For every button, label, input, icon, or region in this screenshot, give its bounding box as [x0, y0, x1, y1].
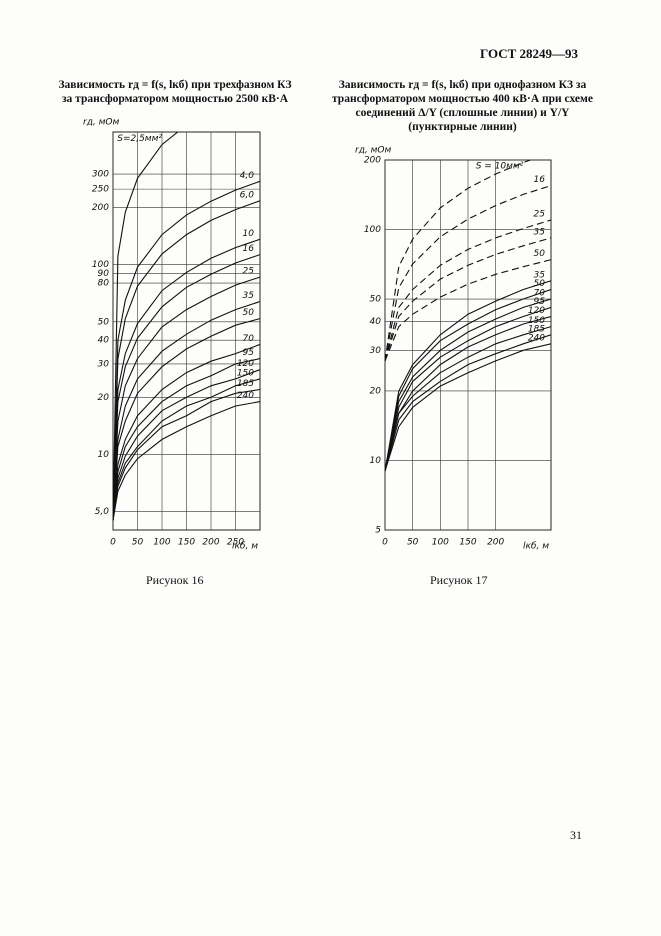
series-label: 6,0: [240, 190, 255, 200]
series-line: [385, 298, 551, 472]
series-label: 185: [237, 379, 254, 389]
y-tick-label: 10: [98, 450, 110, 460]
series-line: [113, 343, 260, 521]
series-label: 95: [243, 348, 255, 358]
header: ГОСТ 28249—93: [480, 46, 579, 61]
series-line: [385, 288, 551, 472]
y-tick-label: 30: [98, 359, 110, 369]
series-label: 120: [528, 306, 545, 316]
figure-caption: Рисунок 17: [430, 573, 488, 587]
series-label: 120: [237, 359, 254, 369]
figure-title: Зависимость rд = f(s, lкб) при трехфазно…: [58, 79, 292, 105]
y-tick-label: 100: [92, 260, 109, 270]
series-line: [385, 306, 551, 472]
series-line: [385, 280, 551, 472]
y-tick-label: 20: [98, 393, 110, 403]
series-line: [113, 318, 260, 521]
series-label: S=2,5мм²: [117, 134, 162, 144]
series-line: [113, 358, 260, 521]
series-label: 240: [237, 391, 254, 401]
y-tick-label: 90: [98, 269, 110, 279]
series-line: [113, 300, 260, 521]
series-label: 4,0: [240, 171, 255, 181]
series-label: 70: [534, 289, 546, 299]
series-group: [113, 132, 260, 521]
y-tick-label: 5: [375, 526, 381, 536]
series-label: 150: [237, 368, 254, 378]
x-axis-title: lкб, м: [523, 542, 549, 552]
y-tick-label: 100: [364, 225, 381, 235]
series-line: [113, 378, 260, 521]
series-label: 25: [534, 209, 546, 219]
series-label: 35: [534, 270, 546, 280]
series-label: 16: [243, 244, 255, 254]
x-tick-label: 100: [432, 538, 449, 548]
y-tick-label: 40: [98, 336, 110, 346]
series-line: [385, 185, 551, 362]
figure-caption: Рисунок 16: [146, 573, 204, 587]
x-tick-label: 100: [153, 538, 170, 548]
series-line: [385, 343, 551, 472]
series-label: S = 10мм²: [476, 162, 524, 172]
x-tick-label: 50: [407, 538, 419, 548]
y-tick-label: 50: [370, 295, 382, 305]
x-tick-label: 50: [132, 538, 144, 548]
series-label: 35: [534, 227, 546, 237]
series-line: [385, 326, 551, 472]
y-tick-label: 50: [98, 317, 110, 327]
x-axis-title: lкб, м: [232, 542, 258, 552]
series-line: [113, 401, 260, 521]
series-label: 35: [243, 291, 255, 301]
y-tick-label: 200: [364, 156, 381, 166]
series-label: 240: [528, 333, 545, 343]
series-line: [385, 219, 551, 362]
x-tick-label: 0: [110, 538, 116, 548]
series-label: 50: [534, 249, 546, 259]
y-tick-label: 20: [370, 386, 382, 396]
x-tick-label: 250: [227, 538, 244, 548]
series-line: [113, 254, 260, 521]
page-number: 31: [570, 828, 582, 842]
y-axis-title: rд, мОм: [355, 146, 392, 156]
x-tick-label: 150: [178, 538, 195, 548]
x-tick-label: 150: [459, 538, 476, 548]
series-line: [113, 369, 260, 521]
series-label: 95: [534, 297, 546, 307]
series-label: 185: [528, 324, 545, 334]
y-tick-label: 30: [370, 346, 382, 356]
series-label: 150: [528, 316, 545, 326]
series-label: 70: [243, 334, 255, 344]
y-tick-label: 10: [370, 456, 382, 466]
series-line: [385, 334, 551, 472]
series-label: 25: [243, 267, 255, 277]
series-line: [113, 180, 260, 521]
series-label: 16: [534, 175, 546, 185]
series-label: 50: [534, 279, 546, 289]
series-line: [113, 388, 260, 521]
series-line: [113, 132, 179, 521]
series-label: 50: [243, 308, 255, 318]
y-tick-label: 80: [98, 279, 110, 289]
series-label: 10: [243, 229, 255, 239]
x-tick-label: 200: [487, 538, 504, 548]
series-line: [385, 160, 533, 361]
figure-title: Зависимость rд = f(s, lкб) при однофазно…: [332, 79, 593, 133]
y-tick-label: 200: [92, 203, 109, 213]
series-line: [113, 200, 260, 521]
x-tick-label: 200: [202, 538, 219, 548]
y-tick-label: 5,0: [95, 507, 110, 517]
x-tick-label: 0: [382, 538, 388, 548]
y-tick-label: 250: [92, 185, 109, 195]
series-line: [113, 276, 260, 521]
y-axis-title: rд, мОм: [83, 118, 120, 128]
y-tick-label: 300: [92, 170, 109, 180]
series-group: [385, 160, 551, 472]
y-tick-label: 40: [370, 317, 382, 327]
series-line: [113, 238, 260, 521]
series-line: [385, 237, 551, 362]
series-line: [385, 259, 551, 362]
